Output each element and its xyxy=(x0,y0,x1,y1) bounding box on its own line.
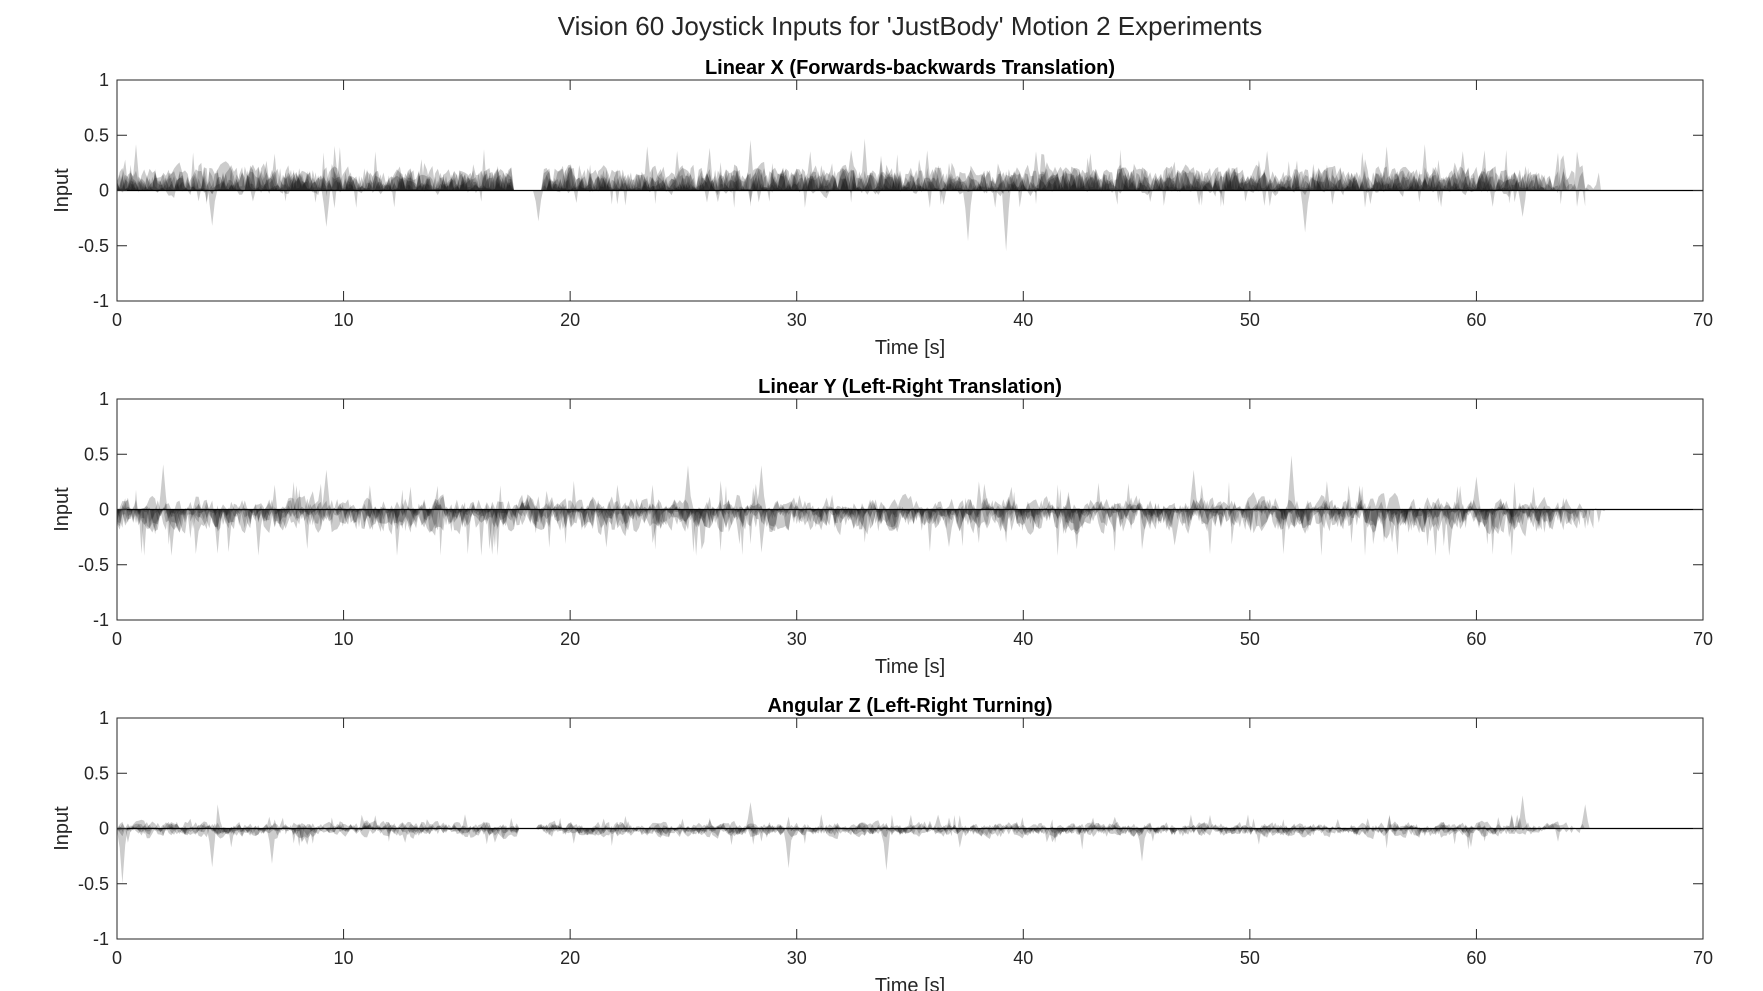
x-tick-label-angular-z: 30 xyxy=(787,948,807,968)
y-axis-label-linear-y: Input xyxy=(51,487,73,532)
x-tick-label-angular-z: 10 xyxy=(334,948,354,968)
x-tick-label-angular-z: 40 xyxy=(1013,948,1033,968)
y-tick-label-angular-z: -1 xyxy=(93,929,109,949)
y-tick-label-linear-x: -0.5 xyxy=(78,236,109,256)
y-tick-label-linear-x: 1 xyxy=(99,70,109,90)
trace-linear-x-5 xyxy=(117,147,1590,209)
x-axis-label-angular-z: Time [s] xyxy=(875,975,945,991)
trace-linear-x-1 xyxy=(117,138,1601,252)
panel-angular-z: Angular Z (Left-Right Turning)0 10 20 30 40 5… xyxy=(51,695,1713,991)
x-axis-label-linear-y: Time [s] xyxy=(875,656,945,678)
trace-angular-z-5 xyxy=(117,815,1536,848)
x-tick-label-linear-x: 20 xyxy=(560,310,580,330)
trace-linear-y-3 xyxy=(117,481,1572,556)
trace-angular-z-1 xyxy=(117,795,1590,884)
y-tick-label-linear-x: 0 xyxy=(99,181,109,201)
x-tick-label-angular-z: 20 xyxy=(560,948,580,968)
y-tick-label-linear-x: -1 xyxy=(93,291,109,311)
x-tick-label-linear-x: 50 xyxy=(1240,310,1260,330)
x-tick-label-linear-x: 70 xyxy=(1693,310,1713,330)
y-tick-label-linear-y: 0.5 xyxy=(84,444,109,464)
traces-angular-z xyxy=(117,795,1590,884)
x-tick-label-linear-y: 0 xyxy=(112,629,122,649)
trace-linear-y-1 xyxy=(117,455,1606,556)
x-tick-label-angular-z: 70 xyxy=(1693,948,1713,968)
trace-linear-x-3 xyxy=(117,149,1545,207)
y-axis-label-linear-x: Input xyxy=(51,168,73,213)
x-tick-label-linear-x: 0 xyxy=(112,310,122,330)
y-tick-label-linear-y: -1 xyxy=(93,610,109,630)
x-tick-label-linear-x: 10 xyxy=(334,310,354,330)
x-tick-label-angular-z: 50 xyxy=(1240,948,1260,968)
traces-linear-x xyxy=(117,138,1601,252)
y-axis-label-angular-z: Input xyxy=(51,806,73,851)
y-tick-label-angular-z: 1 xyxy=(99,708,109,728)
panel-title-linear-y: Linear Y (Left-Right Translation) xyxy=(758,376,1062,398)
y-tick-label-linear-x: 0.5 xyxy=(84,125,109,145)
trace-linear-y-6 xyxy=(117,486,1563,556)
trace-linear-y-7 xyxy=(117,485,1588,556)
x-tick-label-linear-y: 50 xyxy=(1240,629,1260,649)
trace-angular-z-2 xyxy=(117,814,1574,850)
trace-linear-x-4 xyxy=(117,150,1529,207)
panel-linear-x: Linear X (Forwards-backwards Translation… xyxy=(51,57,1713,359)
x-axis-label-linear-x: Time [s] xyxy=(875,337,945,359)
x-tick-label-linear-x: 30 xyxy=(787,310,807,330)
trace-linear-y-4 xyxy=(117,481,1543,556)
panel-title-linear-x: Linear X (Forwards-backwards Translation… xyxy=(705,57,1115,79)
x-tick-label-linear-x: 60 xyxy=(1466,310,1486,330)
x-tick-label-linear-y: 70 xyxy=(1693,629,1713,649)
x-tick-label-linear-y: 30 xyxy=(787,629,807,649)
trace-linear-x-8 xyxy=(117,151,1558,208)
panel-linear-y: Linear Y (Left-Right Translation)0 10 20 30… xyxy=(51,376,1713,678)
x-tick-label-linear-y: 60 xyxy=(1466,629,1486,649)
y-tick-label-linear-y: 0 xyxy=(99,500,109,520)
x-tick-label-linear-y: 40 xyxy=(1013,629,1033,649)
trace-angular-z-7 xyxy=(117,814,1497,847)
y-tick-label-angular-z: 0.5 xyxy=(84,763,109,783)
trace-linear-y-5 xyxy=(117,480,1595,556)
y-tick-label-angular-z: 0 xyxy=(99,819,109,839)
x-tick-label-linear-y: 20 xyxy=(560,629,580,649)
y-tick-label-angular-z: -0.5 xyxy=(78,874,109,894)
y-tick-label-linear-y: 1 xyxy=(99,389,109,409)
x-tick-label-angular-z: 0 xyxy=(112,948,122,968)
trace-angular-z-8 xyxy=(117,814,1547,845)
figure-title: Vision 60 Joystick Inputs for 'JustBody'… xyxy=(558,11,1263,41)
x-tick-label-linear-y: 10 xyxy=(334,629,354,649)
panel-title-angular-z: Angular Z (Left-Right Turning) xyxy=(767,695,1052,717)
trace-linear-x-6 xyxy=(117,149,1570,208)
x-tick-label-angular-z: 60 xyxy=(1466,948,1486,968)
traces-linear-y xyxy=(117,455,1606,556)
y-tick-label-linear-y: -0.5 xyxy=(78,555,109,575)
x-tick-label-linear-x: 40 xyxy=(1013,310,1033,330)
